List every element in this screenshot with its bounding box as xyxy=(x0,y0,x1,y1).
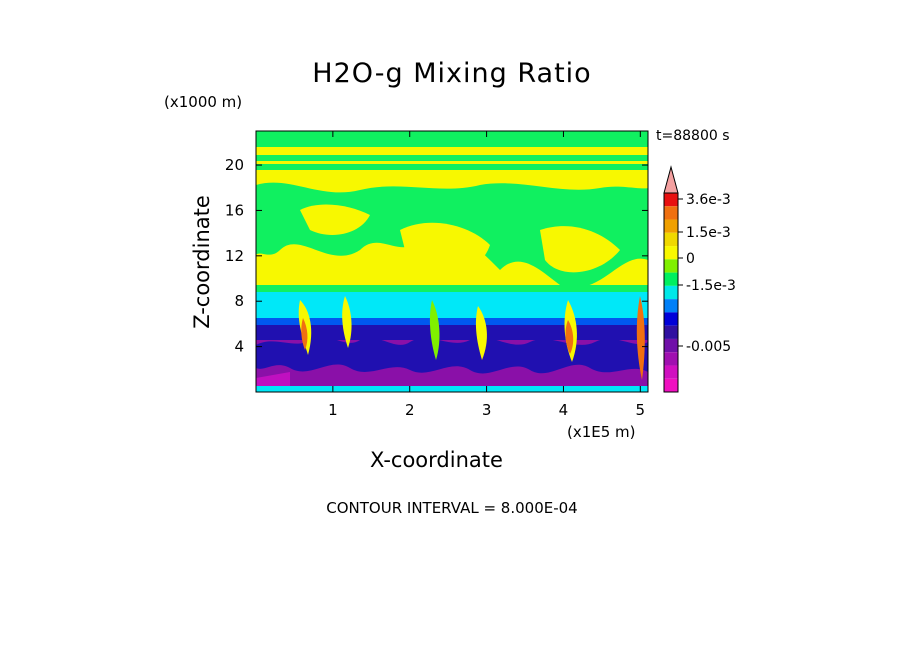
colorbar-swatch xyxy=(664,299,678,313)
colorbar-swatch xyxy=(664,272,678,286)
colorbar-swatch xyxy=(664,285,678,300)
x-axis-label: X-coordinate xyxy=(370,448,503,472)
colorbar-swatch xyxy=(664,193,678,207)
colorbar-swatch xyxy=(664,246,678,260)
y-tick-label: 4 xyxy=(234,338,244,356)
colorbar-swatch xyxy=(664,378,678,392)
colorbar-tick-label: 1.5e-3 xyxy=(686,225,731,241)
colorbar-tick-label: 3.6e-3 xyxy=(686,192,731,208)
colorbar-swatch xyxy=(664,259,678,273)
plume-core xyxy=(301,318,308,350)
plume xyxy=(475,306,487,360)
colorbar-swatch xyxy=(664,325,678,339)
surface-band xyxy=(256,386,648,392)
convective-cells xyxy=(256,337,648,374)
colorbar-swatch xyxy=(664,206,678,220)
y-axis-unit: (x1000 m) xyxy=(164,93,243,111)
dry-pocket xyxy=(300,204,370,235)
dry-pocket xyxy=(400,222,490,277)
contour-plot-area xyxy=(256,131,648,392)
time-label: t=88800 s xyxy=(656,128,730,144)
x-tick-label: 2 xyxy=(405,401,415,419)
colorbar: 3.6e-3 1.5e-3 0 -1.5e-3 -0.005 xyxy=(663,165,736,393)
dry-pocket xyxy=(540,226,620,273)
colorbar-arrow xyxy=(663,165,679,194)
x-axis-unit: (x1E5 m) xyxy=(567,423,636,441)
top-band xyxy=(256,131,648,161)
y-tick-label: 20 xyxy=(225,156,244,174)
plot-frame xyxy=(255,130,649,393)
colorbar-swatch xyxy=(664,219,678,233)
plume-core xyxy=(565,320,574,354)
x-tick-label: 1 xyxy=(328,401,338,419)
plume xyxy=(429,300,440,360)
y-axis: 4 8 12 16 20 xyxy=(225,156,648,356)
y-tick-label: 12 xyxy=(225,247,244,265)
x-tick-label: 5 xyxy=(636,401,646,419)
stripe-20km xyxy=(256,164,648,170)
x-tick-label: 4 xyxy=(559,401,569,419)
chart-title: H2O-g Mixing Ratio xyxy=(312,58,592,89)
colorbar-swatch xyxy=(664,232,678,247)
contour-interval-label: CONTOUR INTERVAL = 8.000E-04 xyxy=(326,499,578,517)
colorbar-frame xyxy=(663,192,679,393)
y-tick-label: 16 xyxy=(225,201,244,219)
colorbar-tick-label: 0 xyxy=(686,251,695,267)
colorbar-swatch xyxy=(664,352,678,366)
colorbar-swatch xyxy=(664,365,678,379)
top-stripe xyxy=(256,147,648,155)
x-axis: 1 2 3 4 5 xyxy=(328,131,645,419)
colorbar-swatch xyxy=(664,338,678,353)
cyan-band xyxy=(256,292,648,320)
darkblue-band xyxy=(256,325,648,343)
x-tick-label: 3 xyxy=(482,401,492,419)
plume xyxy=(342,296,352,348)
y-tick-label: 8 xyxy=(234,292,244,310)
plume-edge xyxy=(636,296,645,380)
colorbar-tick-label: -0.005 xyxy=(686,339,731,355)
colorbar-swatch xyxy=(664,312,678,326)
colorbar-tick-label: -1.5e-3 xyxy=(686,278,736,294)
